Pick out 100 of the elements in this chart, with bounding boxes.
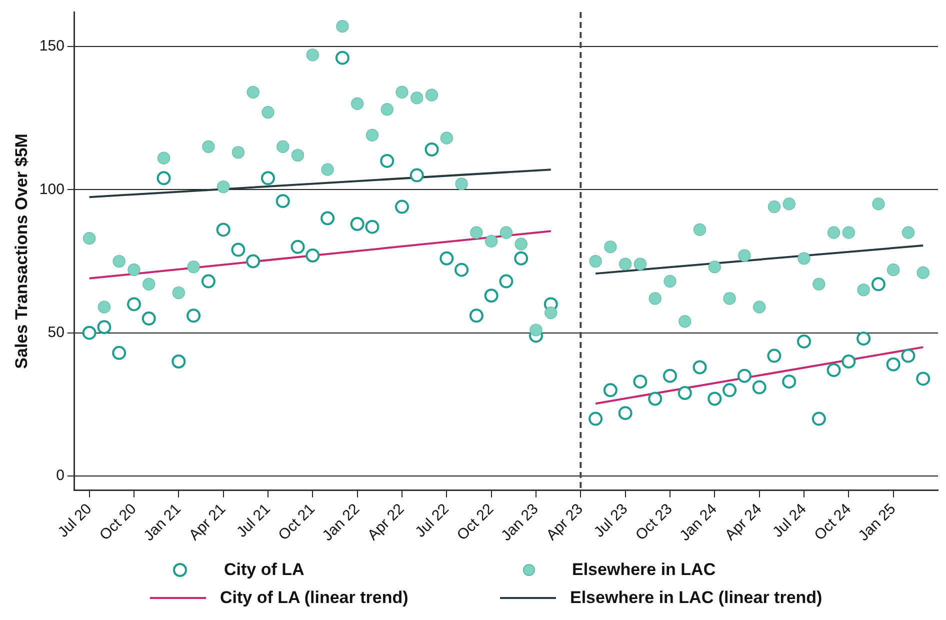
point (693, 223, 706, 236)
x-tick-label: Jan 22 (319, 500, 364, 544)
point (664, 274, 676, 288)
point (782, 374, 796, 389)
point (216, 222, 230, 237)
point (260, 171, 275, 186)
point (812, 278, 826, 290)
point (722, 383, 737, 398)
x-tick-label: Jan 21 (140, 500, 184, 544)
point (544, 306, 558, 320)
point (410, 92, 424, 104)
point (603, 383, 618, 398)
y-tick-label: 150 (39, 38, 64, 55)
point (290, 240, 305, 254)
point (901, 348, 916, 363)
point (232, 146, 245, 159)
point (321, 163, 334, 176)
point (662, 368, 677, 383)
point (604, 240, 617, 254)
point (276, 194, 290, 208)
point (812, 412, 826, 426)
point (366, 128, 379, 142)
point (708, 392, 722, 406)
point (351, 97, 364, 110)
point (335, 50, 350, 65)
point (485, 234, 498, 248)
point (83, 232, 96, 245)
point (514, 251, 528, 266)
point (798, 252, 810, 265)
point (156, 171, 171, 186)
point (723, 292, 736, 305)
point (782, 198, 796, 210)
legend-label: Elsewhere in LAC (572, 560, 716, 580)
point (857, 284, 870, 296)
point (320, 211, 335, 226)
point (692, 360, 707, 374)
point (142, 278, 156, 290)
point (157, 152, 170, 164)
legend-label: City of LA (linear trend) (220, 588, 408, 608)
point (454, 262, 469, 277)
point (470, 226, 483, 239)
point (128, 264, 140, 276)
point (425, 88, 438, 102)
y-axis-title: Sales Transactions Over $5M (12, 134, 31, 369)
point (753, 300, 766, 314)
y-tick-label: 0 (56, 467, 64, 484)
point (856, 332, 871, 346)
x-tick-label: Apr 23 (543, 500, 586, 544)
point (410, 168, 424, 182)
point (588, 412, 603, 426)
point (886, 357, 900, 372)
point (678, 315, 692, 328)
point (633, 374, 648, 389)
point (291, 148, 304, 162)
x-tick-label: Apr 24 (722, 500, 766, 544)
point (172, 286, 185, 300)
point (648, 292, 662, 305)
point (634, 258, 647, 270)
point (126, 297, 141, 312)
point (842, 226, 855, 239)
x-tick-label: Jan 25 (855, 500, 900, 544)
x-tick-label: Jul 24 (769, 500, 810, 541)
point (396, 86, 408, 99)
point (306, 48, 319, 62)
point (469, 308, 484, 323)
point (887, 264, 900, 276)
point (231, 242, 246, 257)
point (262, 106, 274, 119)
point (97, 320, 112, 334)
x-tick-label: Apr 21 (186, 500, 230, 544)
point (276, 140, 290, 153)
point (752, 380, 766, 394)
point (618, 406, 632, 420)
point (768, 200, 781, 214)
y-tick-label: 50 (48, 324, 64, 341)
x-tick-label: Oct 22 (454, 500, 498, 544)
x-tick-label: Oct 23 (632, 500, 676, 544)
point (514, 238, 528, 250)
point (796, 334, 811, 348)
point (484, 288, 498, 303)
point (902, 226, 915, 239)
y-tick-label: 100 (39, 180, 64, 198)
x-tick-label: Jan 23 (498, 500, 542, 544)
x-tick-label: Apr 22 (364, 500, 408, 544)
point (112, 254, 126, 268)
point (201, 274, 216, 288)
point (380, 154, 394, 168)
point (499, 274, 514, 288)
point (767, 348, 782, 363)
x-tick-label: Jul 21 (233, 500, 274, 541)
point (246, 86, 260, 99)
x-tick-label: Oct 21 (275, 500, 318, 544)
point (648, 392, 662, 406)
point (142, 312, 156, 326)
point (737, 368, 752, 383)
legend-label: City of LA (224, 560, 304, 580)
point (336, 20, 349, 33)
point (440, 132, 453, 144)
point (365, 220, 380, 234)
point (440, 251, 454, 266)
